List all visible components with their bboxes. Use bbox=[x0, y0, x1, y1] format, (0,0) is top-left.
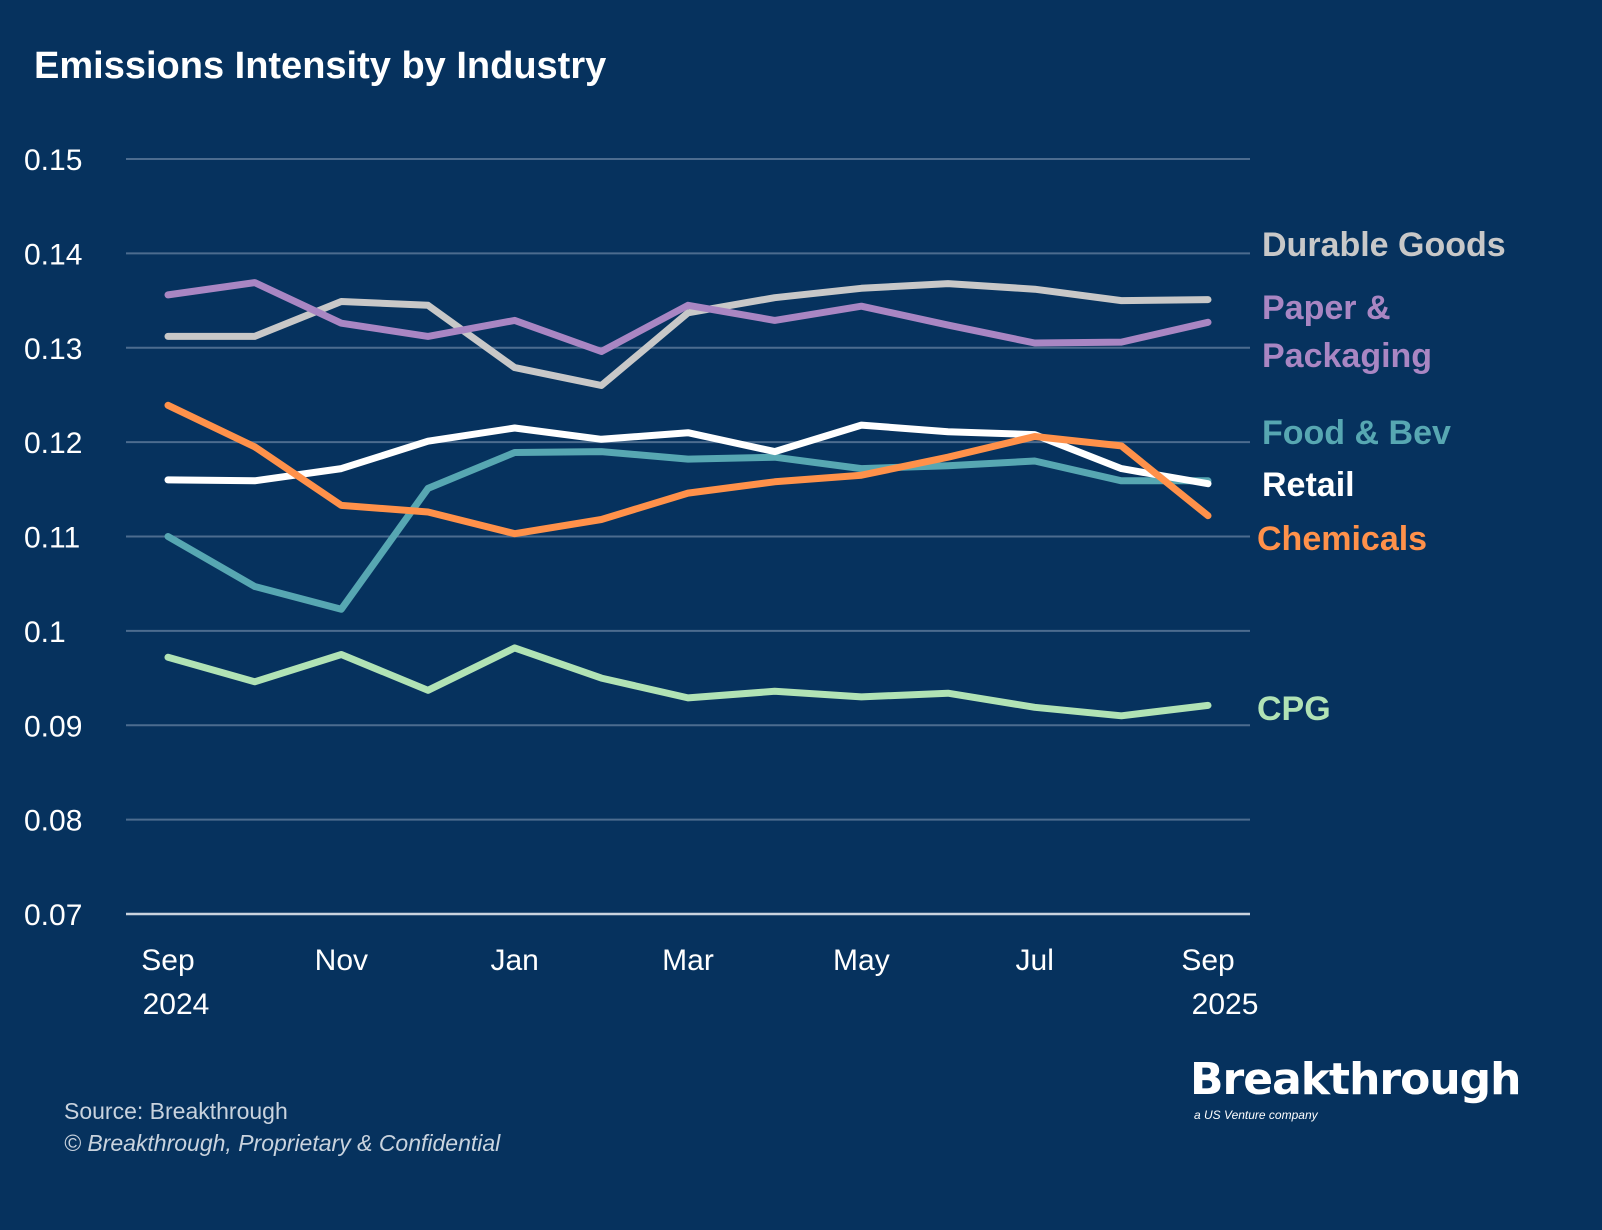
x-tick-label: Nov bbox=[315, 944, 368, 977]
series-label: Durable Goods bbox=[1262, 226, 1506, 264]
series-label: Chemicals bbox=[1257, 520, 1427, 558]
breakthrough-logo: Breakthrough a US Venture company bbox=[1190, 1054, 1521, 1123]
y-tick-label: 0.15 bbox=[24, 144, 82, 177]
series-label: Food & Bev bbox=[1262, 414, 1451, 452]
y-tick-label: 0.12 bbox=[24, 427, 82, 460]
copyright-note: © Breakthrough, Proprietary & Confidenti… bbox=[64, 1130, 501, 1156]
series-line-food-bev bbox=[164, 448, 1212, 613]
x-tick-label: Jan bbox=[490, 944, 538, 977]
logo-tagline: a US Venture company bbox=[1194, 1108, 1318, 1123]
y-tick-label: 0.11 bbox=[24, 522, 80, 555]
x-tick-label: Mar bbox=[662, 944, 714, 977]
x-tick-label: May bbox=[833, 944, 890, 977]
series-label: Packaging bbox=[1262, 337, 1432, 375]
series-line-retail bbox=[164, 421, 1212, 488]
x-tick-label: Sep bbox=[141, 944, 194, 977]
y-tick-label: 0.09 bbox=[24, 710, 82, 743]
series-line-durable-goods bbox=[164, 280, 1212, 389]
y-tick-label: 0.14 bbox=[24, 238, 82, 271]
series-label: Paper & bbox=[1262, 289, 1391, 327]
series-line-cpg bbox=[164, 644, 1212, 720]
logo-wordmark: Breakthrough bbox=[1190, 1054, 1521, 1105]
series-label: CPG bbox=[1257, 690, 1331, 728]
y-tick-label: 0.08 bbox=[24, 805, 82, 838]
x-tick-year: 2024 bbox=[143, 988, 210, 1021]
x-tick-label: Sep bbox=[1181, 944, 1234, 977]
x-tick-label: Jul bbox=[1016, 944, 1054, 977]
y-tick-label: 0.07 bbox=[24, 899, 82, 932]
y-tick-label: 0.13 bbox=[24, 333, 82, 366]
chart-title: Emissions Intensity by Industry bbox=[34, 45, 607, 87]
series-label: Retail bbox=[1262, 466, 1355, 504]
y-tick-label: 0.1 bbox=[24, 616, 66, 649]
x-tick-year: 2025 bbox=[1192, 988, 1259, 1021]
source-note: Source: Breakthrough bbox=[64, 1098, 288, 1124]
